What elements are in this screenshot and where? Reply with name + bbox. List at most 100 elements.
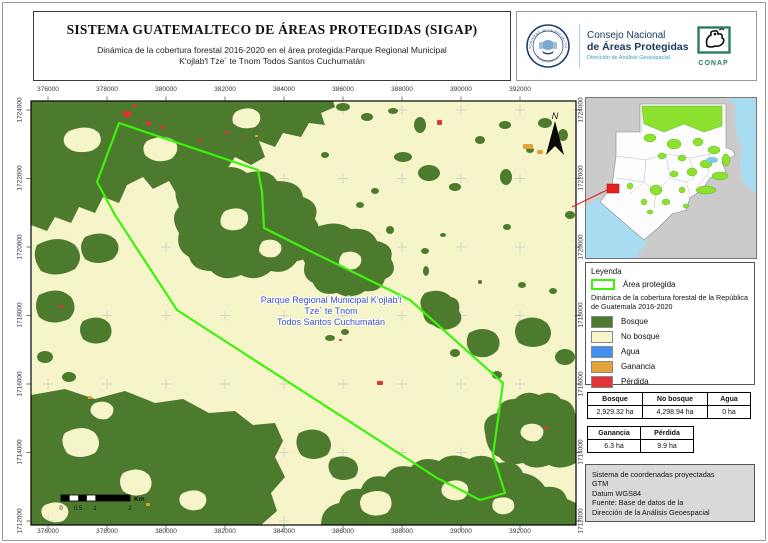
inset-leader-line (571, 189, 608, 208)
x-tick-label: 378000 (96, 528, 118, 535)
x-tick-label: 378000 (96, 86, 118, 93)
x-tick-label: 388000 (391, 528, 413, 535)
legend-subtitle: Dinámica de la cobertura forestal de la … (591, 293, 749, 311)
y-tick-label: 1724000 (16, 97, 24, 123)
x-tick-label: 380000 (155, 86, 177, 93)
credits-line1: Sistema de coordenadas proyectadas (592, 470, 715, 479)
ganancia-label: Ganancia (621, 362, 656, 371)
value-no-bosque: 4,298.94 ha (642, 405, 708, 419)
y-tick-label: 1714000 (16, 439, 24, 465)
col-perdida: Pérdida (640, 426, 694, 440)
bosque-swatch (591, 315, 613, 328)
inset-pacific-water (586, 198, 648, 258)
scale-unit-label: Km (134, 496, 145, 503)
inset-protected-areas (626, 105, 731, 215)
area-label-line3: Todos Santos Cuchumatán (277, 317, 385, 327)
scale-bar: 0 0.5 1 2 Km (59, 494, 145, 512)
agua-label: Agua (621, 347, 640, 356)
axis-ticks (26, 96, 581, 530)
y-tick-label: 1720000 (16, 234, 24, 260)
page-subtitle: Dinámica de la cobertura forestal 2016-2… (34, 45, 510, 68)
credits-line2: GTM (592, 479, 609, 489)
x-tick-label: 390000 (450, 86, 472, 93)
org-line1: Consejo Nacional (587, 30, 666, 42)
area-label-line2: Tze´ te Tnom (304, 306, 357, 316)
protected-area-boundary (95, 121, 507, 502)
logo-box: GOBIERNO DE LA REPÚBLICA GUATEMALA Conse… (516, 11, 757, 81)
legend-item-no-bosque: No bosque (591, 329, 749, 344)
north-label: N (552, 111, 559, 121)
page-title: SISTEMA GUATEMALTECO DE ÁREAS PROTEGIDAS… (66, 22, 478, 37)
scale-label-0: 0 (59, 506, 63, 512)
x-tick-label: 388000 (391, 86, 413, 93)
value-agua: 0 ha (707, 405, 751, 419)
no-bosque-swatch (591, 330, 613, 343)
x-tick-label: 382000 (214, 528, 236, 535)
value-ganancia: 6.3 ha (587, 439, 641, 453)
header-box: SISTEMA GUATEMALTECO DE ÁREAS PROTEGIDAS… (33, 11, 511, 81)
inset-location-marker (606, 183, 620, 194)
area-label-line1: Parque Regional Municipal K'ojlab'l (261, 295, 402, 305)
org-line3: Dirección de Análisis Geoespacial (587, 55, 670, 62)
map-border (30, 100, 577, 526)
y-tick-label: 1716000 (16, 371, 24, 397)
scale-label-2: 2 (128, 506, 132, 512)
subtitle-line1: Dinámica de la cobertura forestal 2016-2… (97, 45, 447, 55)
inset-guatemala-outline (599, 103, 735, 241)
agua-swatch (591, 345, 613, 358)
x-tick-label: 390000 (450, 528, 472, 535)
subtitle-line2: K'ojlab'l Tze´ te Tnom Todos Santos Cuch… (179, 56, 365, 67)
legend-item-perdida: Pérdida (591, 374, 749, 389)
area-stats-table: Bosque No bosque Agua 2,929.32 ha 4,298.… (587, 392, 751, 419)
no-bosque-label: No bosque (621, 332, 660, 341)
scale-label-1: 1 (93, 506, 97, 512)
legend-item-ganancia: Ganancia (591, 359, 749, 374)
inset-lake (706, 157, 718, 163)
government-seal-icon: GOBIERNO DE LA REPÚBLICA GUATEMALA (526, 24, 570, 68)
conap-logo: CONAP (696, 25, 731, 67)
change-stats-table: Ganancia Pérdida 6.3 ha 9.9 ha (587, 426, 694, 453)
conap-wordmark: Consejo Nacional de Áreas Protegidas Dir… (587, 30, 689, 61)
protected-area-label: Parque Regional Municipal K'ojlab'l Tze´… (260, 294, 403, 328)
x-tick-label: 384000 (273, 528, 295, 535)
inset-caribbean-water (726, 98, 756, 193)
loss-patches (59, 104, 548, 430)
statistics-tables: Bosque No bosque Agua 2,929.32 ha 4,298.… (587, 392, 751, 453)
perdida-swatch (591, 375, 613, 388)
scale-label-05: 0.5 (74, 506, 83, 512)
inset-map-svg (571, 98, 756, 258)
value-bosque: 2,929.32 ha (587, 405, 643, 419)
guatemala-inset-map (571, 97, 757, 259)
forest-cover-map: Parque Regional Municipal K'ojlab'l Tze´… (26, 96, 581, 530)
bosque-label: Bosque (621, 317, 649, 326)
credits-line3: Datum WGS84 (592, 488, 642, 498)
x-tick-label: 384000 (273, 86, 295, 93)
gain-patches (88, 135, 543, 506)
value-perdida: 9.9 ha (640, 439, 694, 453)
legend-box: Leyenda Área protegida Dinámica de la co… (585, 262, 755, 388)
conap-label: CONAP (698, 59, 729, 67)
protected-area-label: Área protegida (623, 280, 676, 289)
col-bosque: Bosque (587, 392, 643, 406)
x-tick-label: 392000 (509, 86, 531, 93)
legend-protected-area-item: Área protegida (591, 279, 749, 290)
x-tick-label: 392000 (509, 528, 531, 535)
org-line2: de Áreas Protegidas (587, 40, 689, 53)
y-tick-label: 1722000 (16, 165, 24, 191)
col-ganancia: Ganancia (587, 426, 641, 440)
legend-title: Leyenda (591, 267, 622, 276)
ganancia-swatch (591, 360, 613, 373)
x-tick-label: 382000 (214, 86, 236, 93)
y-tick-label: 1712000 (16, 508, 24, 534)
conap-bird-icon (696, 25, 731, 54)
x-tick-label: 386000 (332, 86, 354, 93)
legend-item-agua: Agua (591, 344, 749, 359)
x-tick-label: 376000 (37, 86, 59, 93)
x-tick-label: 380000 (155, 528, 177, 535)
col-agua: Agua (707, 392, 751, 406)
legend-item-bosque: Bosque (591, 314, 749, 329)
perdida-label: Pérdida (621, 377, 649, 386)
protected-area-swatch (591, 279, 615, 290)
x-tick-label: 386000 (332, 528, 354, 535)
